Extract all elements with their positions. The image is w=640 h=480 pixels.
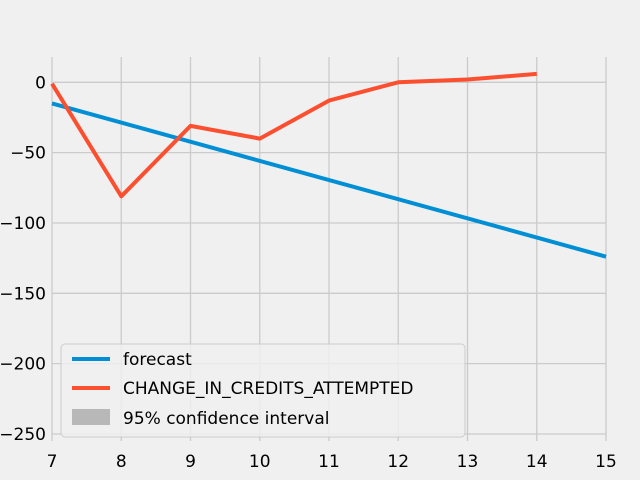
series-line-change-in-credits-attempted [50, 71, 537, 199]
y-tick-label: −50 [10, 144, 46, 164]
legend-swatch-confidence-interval [72, 409, 110, 425]
x-tick-label: 11 [318, 452, 340, 472]
x-tick-label: 10 [249, 452, 271, 472]
x-tick-label: 12 [387, 452, 409, 472]
x-tick-label: 13 [457, 452, 479, 472]
y-tick-label: −100 [0, 214, 46, 234]
x-tick-label: 9 [185, 452, 196, 472]
x-tick-label: 14 [526, 452, 548, 472]
legend-label-change-in-credits-attempted: CHANGE_IN_CREDITS_ATTEMPTED [123, 379, 414, 399]
y-axis-ticks: 0 −50 −100 −150 −200 −250 [0, 73, 46, 445]
y-tick-label: −150 [0, 284, 46, 304]
y-tick-label: 0 [35, 73, 46, 93]
legend-box [60, 343, 466, 438]
x-tick-label: 15 [595, 452, 617, 472]
legend-label-confidence-interval: 95% confidence interval [123, 409, 329, 429]
series-line-forecast [51, 101, 607, 259]
x-axis-ticks: 7 8 9 10 11 12 13 14 15 [47, 452, 617, 472]
legend: forecast CHANGE_IN_CREDITS_ATTEMPTED 95%… [60, 343, 466, 438]
legend-label-forecast: forecast [123, 350, 192, 370]
y-tick-label: −250 [0, 425, 46, 445]
series [50, 71, 607, 259]
y-tick-label: −200 [0, 355, 46, 375]
x-tick-label: 8 [116, 452, 127, 472]
x-tick-label: 7 [47, 452, 58, 472]
